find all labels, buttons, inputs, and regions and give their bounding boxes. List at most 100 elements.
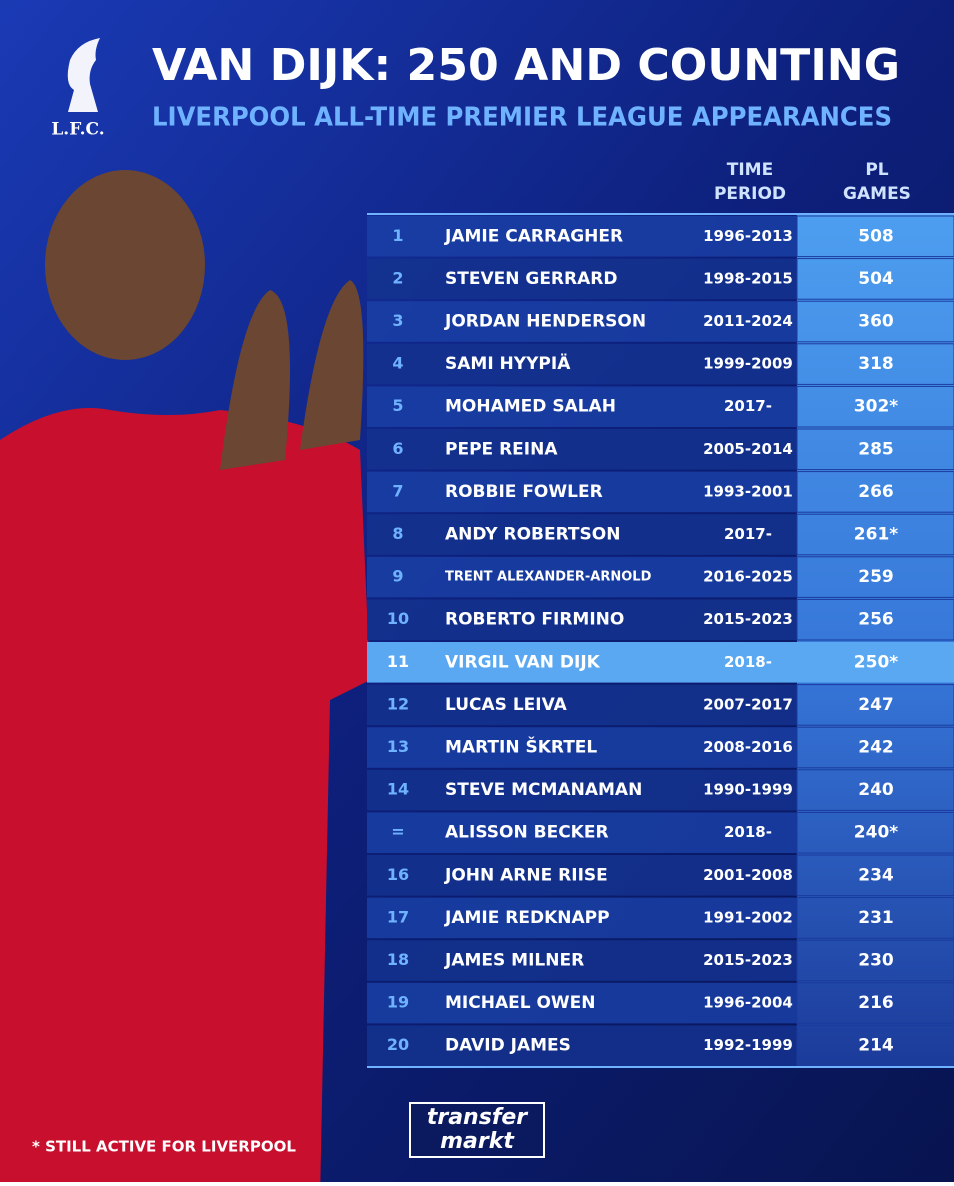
title: VAN DIJK: 250 AND COUNTING xyxy=(152,40,900,91)
table-row: 5 MOHAMED SALAH 2017- 302* xyxy=(367,385,954,428)
pl-games: 242 xyxy=(858,738,894,758)
rank: 7 xyxy=(392,481,403,500)
time-period: 1990-1999 xyxy=(703,781,793,799)
player-name: MARTIN ŠKRTEL xyxy=(445,736,597,758)
player-name: DAVID JAMES xyxy=(445,1036,571,1056)
games-cell xyxy=(796,598,954,641)
row-background xyxy=(367,343,797,385)
row-background xyxy=(367,940,797,981)
row-background xyxy=(367,386,797,427)
pl-games: 504 xyxy=(858,269,894,289)
table-row: 3 JORDAN HENDERSON 2011-2024 360 xyxy=(367,300,954,343)
player-name: LUCAS LEIVA xyxy=(445,695,568,715)
column-header: GAMES xyxy=(843,184,911,204)
table-row: 18 JAMES MILNER 2015-2023 230 xyxy=(367,939,954,982)
table-row: = ALISSON BECKER 2018- 240* xyxy=(367,811,954,854)
time-period: 2018- xyxy=(724,823,772,841)
rank: 2 xyxy=(392,268,403,287)
pl-games: 261* xyxy=(854,525,898,545)
row-background xyxy=(367,769,797,811)
brand-line: markt xyxy=(440,1129,515,1154)
row-background xyxy=(367,599,797,640)
time-period: 1992-1999 xyxy=(703,1036,793,1054)
table-row: 13 MARTIN ŠKRTEL 2008-2016 242 xyxy=(367,726,954,769)
row-background xyxy=(367,812,797,853)
rank: 16 xyxy=(387,865,409,884)
rank: 3 xyxy=(392,311,403,330)
row-background xyxy=(367,897,797,939)
table-row: 7 ROBBIE FOWLER 1993-2001 266 xyxy=(367,471,954,513)
rank: 1 xyxy=(392,226,403,245)
time-period: 2011-2024 xyxy=(703,312,793,330)
player-name: MOHAMED SALAH xyxy=(445,397,616,417)
rank: 10 xyxy=(387,609,409,628)
column-header: PL xyxy=(865,160,888,180)
games-cell xyxy=(796,811,954,854)
table-row: 9 TRENT ALEXANDER-ARNOLD 2016-2025 259 xyxy=(367,556,954,598)
row-background xyxy=(367,556,797,598)
column-header: PERIOD xyxy=(714,184,786,204)
club-logo: L.F.C. xyxy=(51,38,105,140)
table-row: 12 LUCAS LEIVA 2007-2017 247 xyxy=(367,684,954,726)
rank: 18 xyxy=(387,950,409,969)
rank: = xyxy=(391,822,404,841)
row-background xyxy=(367,514,797,555)
row-background xyxy=(367,855,797,896)
time-period: 2018- xyxy=(724,653,772,671)
pl-games: 234 xyxy=(858,865,894,885)
time-period: 2001-2008 xyxy=(703,866,793,884)
pl-games: 266 xyxy=(858,482,894,502)
player-name: JORDAN HENDERSON xyxy=(444,312,646,332)
player-name: JAMES MILNER xyxy=(444,951,584,971)
table-row: 10 ROBERTO FIRMINO 2015-2023 256 xyxy=(367,598,954,641)
row-background xyxy=(367,216,797,257)
games-cell xyxy=(796,854,954,897)
games-cell xyxy=(796,769,954,811)
pl-games: 508 xyxy=(858,226,894,246)
rank: 6 xyxy=(392,439,403,458)
table: 1 JAMIE CARRAGHER 1996-2013 508 2 STEVEN GERR… xyxy=(367,213,954,1068)
rank: 14 xyxy=(387,780,409,799)
table-row: 8 ANDY ROBERTSON 2017- 261* xyxy=(367,513,954,556)
rank: 19 xyxy=(387,993,409,1012)
time-period: 2016-2025 xyxy=(703,568,793,586)
games-cell xyxy=(796,897,954,939)
table-row: 1 JAMIE CARRAGHER 1996-2013 508 xyxy=(367,215,954,258)
games-cell xyxy=(796,684,954,726)
table-row: 11 VIRGIL VAN DIJK 2018- 250* xyxy=(367,642,954,683)
games-cell xyxy=(796,471,954,513)
games-cell xyxy=(796,428,954,471)
time-period: 2015-2023 xyxy=(703,610,793,628)
brand-logo xyxy=(409,1102,545,1158)
subtitle: LIVERPOOL ALL-TIME PREMIER LEAGUE APPEAR… xyxy=(152,103,892,133)
rank: 12 xyxy=(387,694,409,713)
pl-games: 214 xyxy=(858,1036,894,1056)
pl-games: 285 xyxy=(858,439,894,459)
column-header: TIME xyxy=(727,160,773,180)
player-name: ANDY ROBERTSON xyxy=(445,525,620,545)
table-row: 4 SAMI HYYPIÄ 1999-2009 318 xyxy=(367,343,954,385)
time-period: 2017- xyxy=(724,525,772,543)
pl-games: 216 xyxy=(858,993,894,1013)
pl-games: 230 xyxy=(858,951,894,971)
row-background xyxy=(367,1025,797,1066)
games-cell xyxy=(796,556,954,598)
player-name: ROBBIE FOWLER xyxy=(445,482,603,502)
player-name: MICHAEL OWEN xyxy=(445,993,596,1013)
row-background xyxy=(367,727,797,768)
games-cell xyxy=(796,982,954,1024)
pl-games: 259 xyxy=(858,567,894,587)
pl-games: 302* xyxy=(854,397,898,417)
table-row: 17 JAMIE REDKNAPP 1991-2002 231 xyxy=(367,897,954,939)
games-cell xyxy=(796,215,954,258)
footnote: * STILL ACTIVE FOR LIVERPOOL xyxy=(32,1138,296,1156)
player-name: JAMIE REDKNAPP xyxy=(444,908,610,928)
player-name: PEPE REINA xyxy=(445,439,558,459)
player-name: SAMI HYYPIÄ xyxy=(445,352,571,374)
pl-games: 250* xyxy=(854,652,898,672)
time-period: 1998-2015 xyxy=(703,269,793,287)
time-period: 1993-2001 xyxy=(703,482,793,500)
row-background xyxy=(367,258,797,300)
games-cell xyxy=(796,726,954,769)
